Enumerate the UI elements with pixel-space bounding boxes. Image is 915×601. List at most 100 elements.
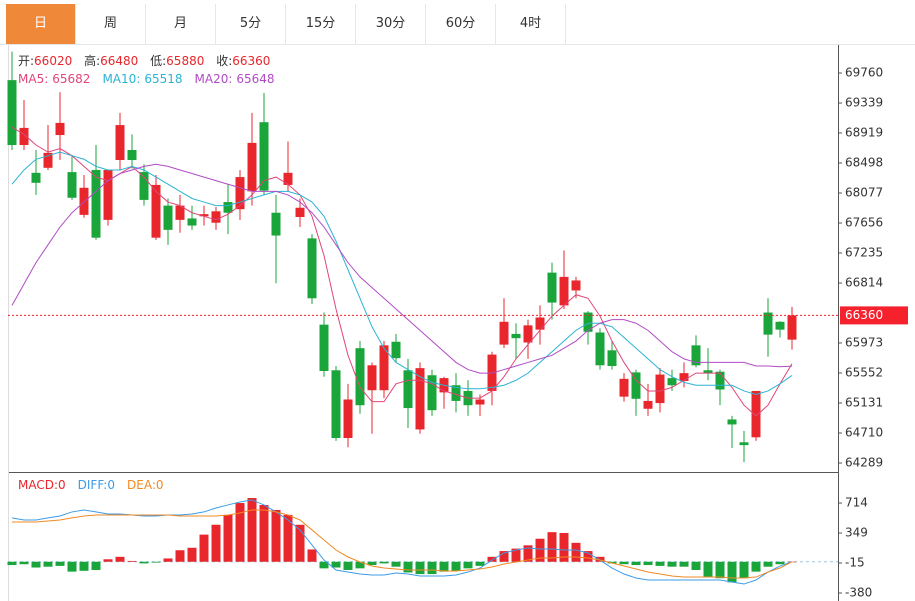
macd-bar (55, 561, 65, 566)
macd-bar (19, 561, 29, 565)
macd-bar (31, 561, 41, 568)
candle-body (79, 187, 89, 215)
macd-bar (115, 556, 125, 562)
period-tab[interactable]: 月 (146, 4, 216, 44)
macd-bar (595, 556, 605, 562)
macd-bar (127, 560, 137, 562)
macd-bar (547, 532, 557, 562)
period-tab[interactable]: 日 (6, 4, 76, 44)
y-tick-label: 67656 (845, 215, 883, 229)
candle-body (523, 325, 533, 343)
macd-bar (151, 561, 161, 563)
macd-bar (715, 561, 725, 579)
candle-body (271, 212, 281, 236)
ohlc-label: 收: (216, 54, 232, 68)
macd-bar (343, 561, 353, 570)
macd-bar (331, 561, 341, 568)
macd-bar (43, 561, 53, 567)
candle-body (379, 345, 389, 391)
macd-bar (451, 561, 461, 571)
period-tab[interactable]: 4时 (496, 4, 566, 44)
y-tick-label: 68077 (845, 185, 883, 199)
candle-body (427, 375, 437, 411)
macd-bar (439, 561, 449, 572)
y-tick-label: 69339 (845, 96, 883, 110)
candle-body (91, 169, 101, 238)
candle-body (235, 177, 245, 210)
ma-legend-name: MA20: (195, 72, 233, 86)
macd-legend-value: 0 (58, 478, 66, 492)
candle-body (319, 324, 329, 371)
ohlc-label: 高: (84, 53, 100, 68)
macd-bar (283, 514, 293, 562)
period-tab[interactable]: 60分 (426, 4, 496, 44)
macd-bar (475, 561, 485, 566)
candle-body (715, 371, 725, 390)
ma-legend-value: 65682 (52, 72, 90, 86)
y-tick-label: 65973 (845, 335, 883, 349)
macd-legend-name: MACD: (18, 478, 58, 492)
y-tick-label: 64710 (845, 426, 883, 440)
macd-bar (139, 561, 149, 564)
macd-bar (535, 538, 545, 562)
y-tick-label: 68919 (845, 125, 883, 139)
ma-legend: MA5: 65682 MA10: 65518 MA20: 65648 (18, 72, 275, 86)
ma-line (11, 163, 793, 374)
candle-body (691, 345, 701, 366)
ohlc-value: 66020 (34, 54, 72, 68)
macd-bar (415, 561, 425, 575)
macd-bar (679, 561, 689, 567)
macd-bar (559, 532, 569, 562)
candle-body (199, 214, 209, 217)
macd-bar (775, 561, 785, 565)
period-tab[interactable]: 周 (76, 4, 146, 44)
candle-body (343, 399, 353, 438)
macd-bar (7, 561, 17, 566)
candle-body (451, 385, 461, 401)
macd-bar (763, 561, 773, 567)
period-tab[interactable]: 15分 (286, 4, 356, 44)
y-tick-label: 65131 (845, 395, 883, 409)
macd-bar (355, 561, 365, 569)
candle-body (787, 315, 797, 340)
macd-bar (691, 561, 701, 570)
candle-body (619, 378, 629, 397)
ma-legend-name: MA10: (102, 72, 140, 86)
candle-body (547, 272, 557, 303)
candle-body (31, 172, 41, 183)
y-tick-label: -380 (845, 586, 872, 600)
y-tick-label: 65552 (845, 365, 883, 379)
y-tick-label: 67235 (845, 246, 883, 260)
period-tab[interactable]: 30分 (356, 4, 426, 44)
macd-bar (79, 561, 89, 571)
candle-body (643, 400, 653, 409)
macd-legend: MACD:0 DIFF:0 DEA:0 (18, 478, 164, 492)
candle-body (739, 442, 749, 446)
candle-body (559, 276, 569, 306)
ohlc-value: 66360 (232, 54, 270, 68)
candle-body (499, 321, 509, 345)
macd-bar (727, 561, 737, 583)
macd-bar (583, 551, 593, 562)
candle-body (331, 370, 341, 438)
y-tick-label: 64289 (845, 456, 883, 470)
candle-body (571, 280, 581, 291)
candle-body (655, 374, 665, 404)
candle-body (7, 80, 17, 146)
macd-bar (247, 498, 257, 562)
macd-line (11, 499, 793, 585)
macd-bar (271, 509, 281, 562)
macd-bar (379, 561, 389, 564)
y-tick-label: 714 (845, 496, 868, 510)
candle-body (703, 370, 713, 374)
ma-line (11, 126, 793, 417)
candle-body (175, 205, 185, 220)
period-tab[interactable]: 5分 (216, 4, 286, 44)
candle-body (583, 312, 593, 332)
macd-bar (619, 561, 629, 565)
candle-body (535, 317, 545, 330)
macd-legend-name: DEA: (127, 478, 156, 492)
candle-body (43, 152, 53, 168)
macd-bar (523, 545, 533, 562)
ohlc-label: 开: (18, 54, 34, 68)
